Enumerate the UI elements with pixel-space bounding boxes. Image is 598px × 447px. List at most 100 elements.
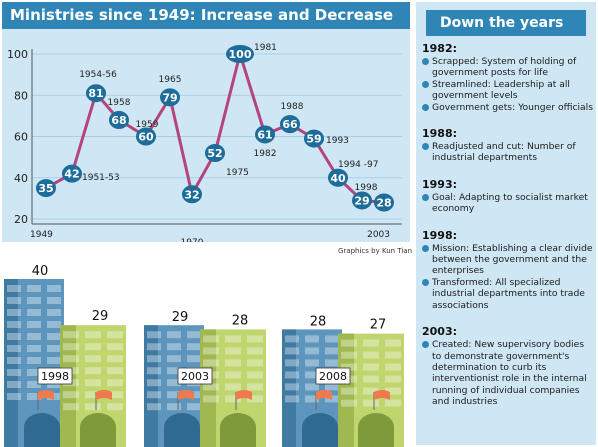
- y-tick-label: 100: [7, 48, 28, 61]
- bullet-icon: [422, 80, 429, 88]
- building-window: [47, 285, 61, 292]
- y-tick-label: 80: [14, 89, 28, 102]
- data-point: [328, 168, 348, 187]
- building-entrance: [302, 413, 338, 447]
- data-point: [304, 129, 324, 148]
- chart-title: Ministries since 1949: Increase and Decr…: [2, 2, 410, 29]
- building-window: [7, 393, 21, 400]
- bullet-icon: [422, 244, 429, 252]
- building-window: [187, 343, 201, 351]
- data-label: 100: [229, 48, 252, 61]
- building-window: [203, 347, 219, 355]
- data-point: [86, 84, 106, 103]
- data-label: 35: [38, 182, 53, 195]
- year-label: 2008: [319, 370, 347, 383]
- event-1993: 1993: Goal: Adapting to socialist market …: [422, 178, 594, 215]
- building-window: [147, 367, 161, 375]
- building-window: [167, 403, 181, 411]
- building-window: [363, 339, 379, 347]
- building-side: [338, 333, 354, 447]
- building-window: [225, 395, 241, 403]
- flag-icon: [374, 390, 390, 400]
- event-item: Readjusted and cut: Number of industrial…: [422, 141, 594, 164]
- building-window: [63, 403, 79, 411]
- building-window: [27, 297, 41, 304]
- data-label: 60: [138, 131, 154, 144]
- building-window: [385, 363, 401, 371]
- building-window: [285, 395, 299, 403]
- chart-panel: 100 80 60 40 20 35 42 81 68 60 79 32 52 100 61 66 59 40 29…: [2, 2, 410, 242]
- bar-value-label: 28: [310, 314, 327, 329]
- data-point: [109, 111, 129, 129]
- building-window: [385, 375, 401, 383]
- building-window: [107, 367, 123, 375]
- building-window: [285, 359, 299, 367]
- building-window: [247, 371, 263, 379]
- building-window: [305, 359, 319, 367]
- year-box: [177, 367, 213, 385]
- event-item: Scrapped: System of holding of governmen…: [422, 56, 594, 79]
- building-window: [285, 335, 299, 343]
- x-label: 1958: [108, 98, 131, 108]
- data-label: 81: [88, 87, 103, 100]
- data-label: 61: [257, 128, 272, 141]
- building-window: [107, 343, 123, 351]
- building-window: [363, 387, 379, 395]
- year-box: [37, 367, 73, 385]
- building-window: [363, 375, 379, 383]
- x-label: 1988: [281, 102, 304, 112]
- year-box: [315, 367, 351, 385]
- building-window: [85, 355, 101, 363]
- x-label: 1951-53: [82, 173, 120, 183]
- events-list: 1982: Scrapped: System of holding of gove…: [422, 42, 594, 422]
- building-window: [167, 367, 181, 375]
- building-window: [85, 391, 101, 399]
- event-item: Government gets: Younger officials: [422, 102, 594, 113]
- building-window: [325, 383, 339, 391]
- building-window: [225, 359, 241, 367]
- data-point: [205, 144, 225, 162]
- building-window: [203, 395, 219, 403]
- data-label: 52: [207, 147, 222, 160]
- building-window: [325, 347, 339, 355]
- data-label: 66: [282, 118, 298, 131]
- event-year: 1988:: [422, 127, 458, 141]
- data-label: 29: [354, 194, 369, 207]
- event-1998: 1998: Mission: Establishing a clear divid…: [422, 229, 594, 311]
- data-point: [352, 191, 372, 210]
- data-point: [136, 127, 156, 146]
- building-window: [305, 395, 319, 403]
- event-item-text: Mission: Establishing a clear divide bet…: [432, 242, 593, 277]
- building-window: [27, 333, 41, 340]
- x-label: 1982: [254, 149, 277, 159]
- building-window: [305, 335, 319, 343]
- building-side: [4, 279, 18, 447]
- event-item: Created: New supervisory bodies to demon…: [422, 339, 594, 407]
- building-window: [47, 381, 61, 388]
- building-window: [247, 395, 263, 403]
- building-group-2008: 28 27 2008: [282, 314, 404, 447]
- building-window: [225, 371, 241, 379]
- event-item-text: Readjusted and cut: Number of industrial…: [432, 141, 576, 164]
- building-window: [305, 383, 319, 391]
- year-label: 2003: [181, 370, 209, 383]
- building-entrance: [24, 413, 60, 447]
- building-window: [203, 383, 219, 391]
- event-year: 1982:: [422, 42, 458, 55]
- building-window: [285, 347, 299, 355]
- event-item-text: Government gets: Younger officials: [432, 101, 594, 113]
- x-axis-start-label: 1949: [30, 230, 53, 240]
- down-the-years-panel: Down the years 1982: Scrapped: System of …: [416, 2, 596, 445]
- data-label: 40: [330, 172, 346, 185]
- event-item: Transformed: All specialized industrial …: [422, 277, 594, 311]
- event-item-text: Transformed: All specialized industrial …: [432, 276, 585, 311]
- building-window: [325, 359, 339, 367]
- data-point: [160, 88, 180, 107]
- building-window: [107, 379, 123, 387]
- building-window: [167, 391, 181, 399]
- event-item-text: Goal: Adapting to socialist market econo…: [432, 191, 588, 215]
- data-point: [36, 179, 56, 198]
- building-window: [147, 379, 161, 387]
- graphics-credit: Graphics by Kun Tian: [338, 247, 413, 255]
- building-window: [203, 359, 219, 367]
